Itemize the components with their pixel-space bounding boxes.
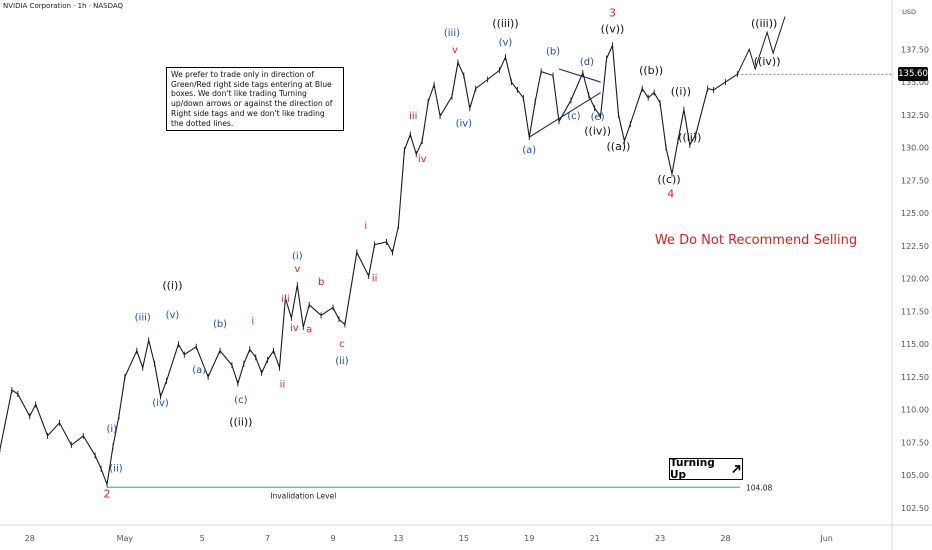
invalidation-label: Invalidation Level [270,491,336,500]
wave-label: (iii) [135,313,151,324]
turning-up-badge: Turning Up [669,457,743,481]
wave-label: ((b)) [639,64,663,77]
wave-label: (i) [107,424,118,435]
wave-label: iv [290,323,299,334]
x-tick-label: May [117,534,134,543]
wave-label: (v) [166,310,180,321]
y-tick-label: 135.00 [901,78,929,87]
y-tick-label: 115.00 [901,340,929,349]
wave-label: ((iii)) [492,17,518,30]
price-series [0,16,786,488]
wave-label: (c) [567,111,580,122]
trendlines [528,68,601,138]
wave-label: c [339,339,345,350]
wave-label: (v) [499,37,513,48]
wave-label: iii [409,111,417,122]
x-tick-label: 23 [655,534,665,543]
wave-label: 4 [667,187,674,200]
x-tick-label: 19 [524,534,534,543]
x-tick-label: 28 [25,534,35,543]
wave-label: 3 [609,7,616,20]
recommendation-text: We Do Not Recommend Selling [655,233,857,248]
y-tick-label: 120.00 [901,275,929,284]
wave-label: (a) [192,365,206,376]
wave-label: (e) [591,112,605,123]
wave-label: v [452,45,458,56]
y-tick-label: 132.50 [901,111,929,120]
wave-label: ((i)) [671,85,691,98]
wave-label: b [318,277,324,288]
currency-label: USD [902,8,916,16]
wave-label: ii [280,379,286,390]
wave-label: 2 [104,487,111,500]
wave-label: ((iv)) [754,55,781,68]
y-tick-label: 112.50 [901,373,929,382]
triangle-upper [558,68,601,83]
trading-note: We prefer to trade only in direction of … [166,67,344,132]
wave-label: iv [418,154,427,165]
y-tick-label: 102.50 [901,504,929,513]
wave-label: a [306,324,312,335]
wave-label: (c) [234,395,247,406]
wave-label: i [364,221,367,232]
wave-label: (iii) [444,28,460,39]
x-tick-label: Jun [819,534,833,543]
x-tick-label: 28 [720,534,730,543]
y-tick-label: 122.50 [901,242,929,251]
wave-label: ((ii)) [678,131,701,144]
wave-label: (b) [546,47,560,58]
wave-label: ((i)) [162,279,182,292]
x-tick-label: 9 [330,534,335,543]
wave-labels: 2 (i) (ii) (iii) (iv) (v) ((i)) (a) (b) (c) ((ii))… [104,7,781,501]
symbol-title: NVIDIA Corporation · 1h · NASDAQ [3,2,124,10]
x-tick-label: 21 [590,534,600,543]
wave-label: iii [281,294,289,305]
y-tick-label: 105.00 [901,471,929,480]
y-tick-label: 137.50 [901,45,929,54]
wave-label: (i) [292,251,303,262]
x-tick-label: 13 [393,534,403,543]
y-tick-label: 117.50 [901,307,929,316]
wave-label: (b) [213,319,227,330]
last-price-flag: 135.60 [898,67,928,81]
y-tick-label: 127.50 [901,176,929,185]
wave-label: ((c)) [657,173,680,186]
wave-label: ((a)) [606,140,630,153]
y-tick-label: 125.00 [901,209,929,218]
y-tick-label: 130.00 [901,144,929,153]
x-tick-label: 5 [200,534,205,543]
x-tick-label: 15 [459,534,469,543]
y-tick-label: 107.50 [901,438,929,447]
invalidation-value: 104.08 [746,483,772,492]
wave-label: (a) [522,145,536,156]
wave-label: (ii) [335,356,348,367]
wave-label: (ii) [109,463,122,474]
wave-label: (d) [580,57,594,68]
wave-label: ((iv)) [584,124,611,137]
wave-label: (iv) [152,398,169,409]
projection-line [736,16,786,75]
triangle-lower [528,92,601,138]
wave-label: ((ii)) [229,415,252,428]
wave-label: (iv) [456,119,473,130]
wave-label: ii [372,273,378,284]
x-tick-label: 7 [265,534,270,543]
wave-label: i [251,317,254,328]
wave-label: v [294,264,300,275]
arrow-up-right-icon [732,465,741,474]
y-tick-label: 110.00 [901,406,929,415]
wave-label: ((iii)) [751,17,777,30]
wave-label: ((v)) [601,22,625,35]
turning-up-label: Turning Up [670,457,715,481]
